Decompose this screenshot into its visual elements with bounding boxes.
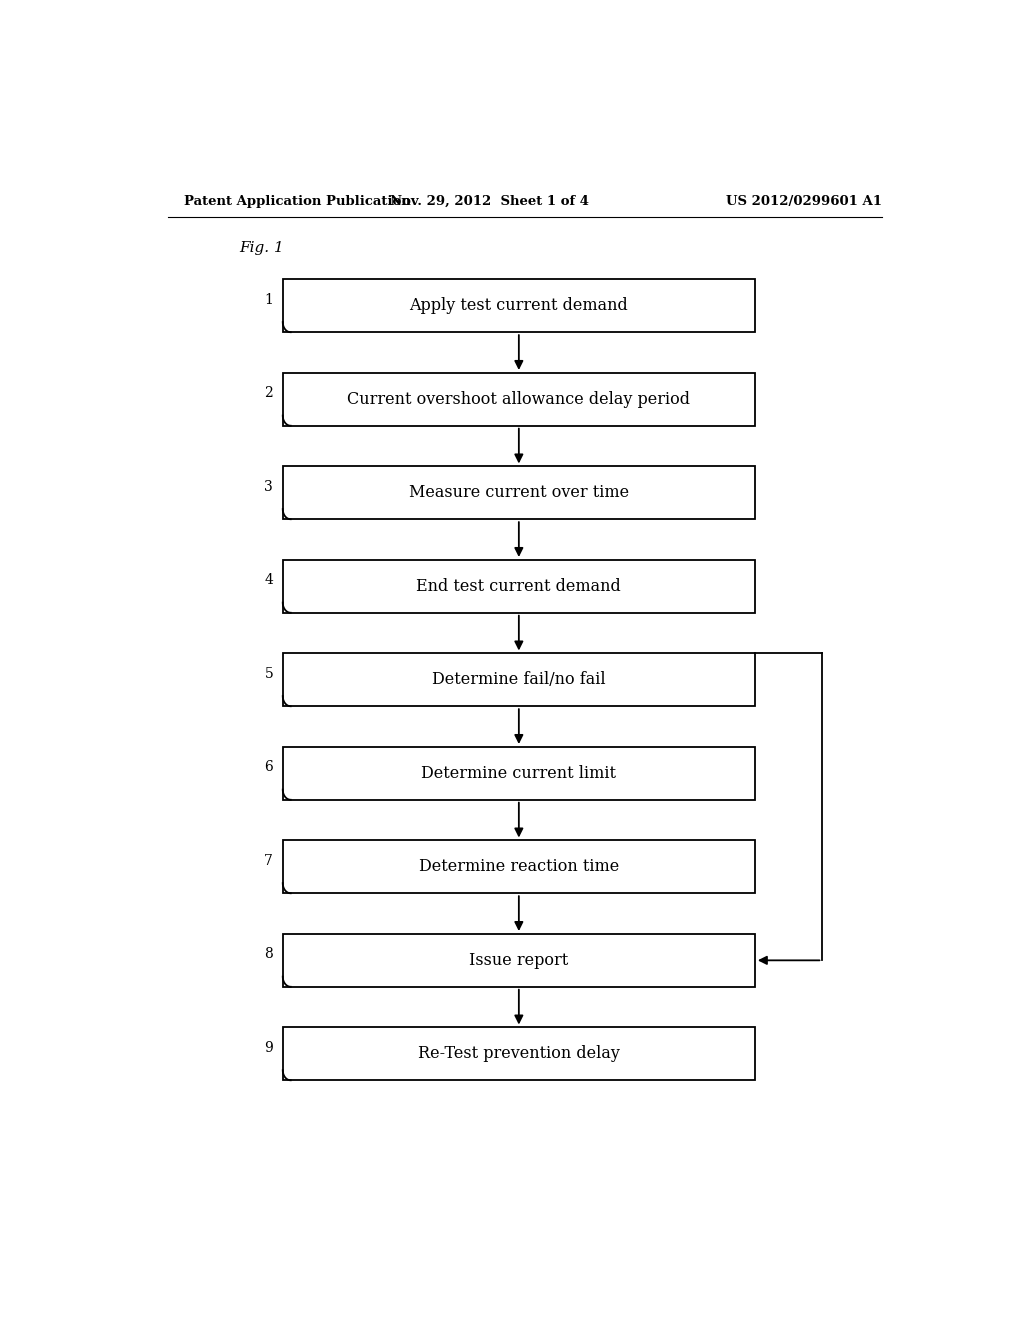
Text: 4: 4 <box>264 573 273 587</box>
Text: 9: 9 <box>264 1040 273 1055</box>
Text: Nov. 29, 2012  Sheet 1 of 4: Nov. 29, 2012 Sheet 1 of 4 <box>389 194 589 207</box>
Text: 1: 1 <box>264 293 273 306</box>
Bar <box>283 280 755 333</box>
Text: Fig. 1: Fig. 1 <box>240 240 284 255</box>
Bar <box>283 466 755 519</box>
Text: Re-Test prevention delay: Re-Test prevention delay <box>418 1045 620 1063</box>
Text: 6: 6 <box>264 760 273 775</box>
Text: Apply test current demand: Apply test current demand <box>410 297 628 314</box>
Text: US 2012/0299601 A1: US 2012/0299601 A1 <box>726 194 882 207</box>
Text: Determine fail/no fail: Determine fail/no fail <box>432 672 605 688</box>
Bar <box>283 747 755 800</box>
Bar <box>283 372 755 426</box>
Bar <box>283 841 755 894</box>
Text: Patent Application Publication: Patent Application Publication <box>183 194 411 207</box>
Text: Determine reaction time: Determine reaction time <box>419 858 618 875</box>
Text: Measure current over time: Measure current over time <box>409 484 629 502</box>
Bar <box>283 560 755 612</box>
Text: Current overshoot allowance delay period: Current overshoot allowance delay period <box>347 391 690 408</box>
Text: 7: 7 <box>264 854 273 867</box>
Text: 5: 5 <box>264 667 273 681</box>
Text: 8: 8 <box>264 948 273 961</box>
Text: 2: 2 <box>264 387 273 400</box>
Text: End test current demand: End test current demand <box>417 578 622 595</box>
Bar <box>283 653 755 706</box>
Text: 3: 3 <box>264 479 273 494</box>
Bar <box>283 1027 755 1080</box>
Bar <box>283 935 755 987</box>
Text: Issue report: Issue report <box>469 952 568 969</box>
Text: Determine current limit: Determine current limit <box>421 764 616 781</box>
